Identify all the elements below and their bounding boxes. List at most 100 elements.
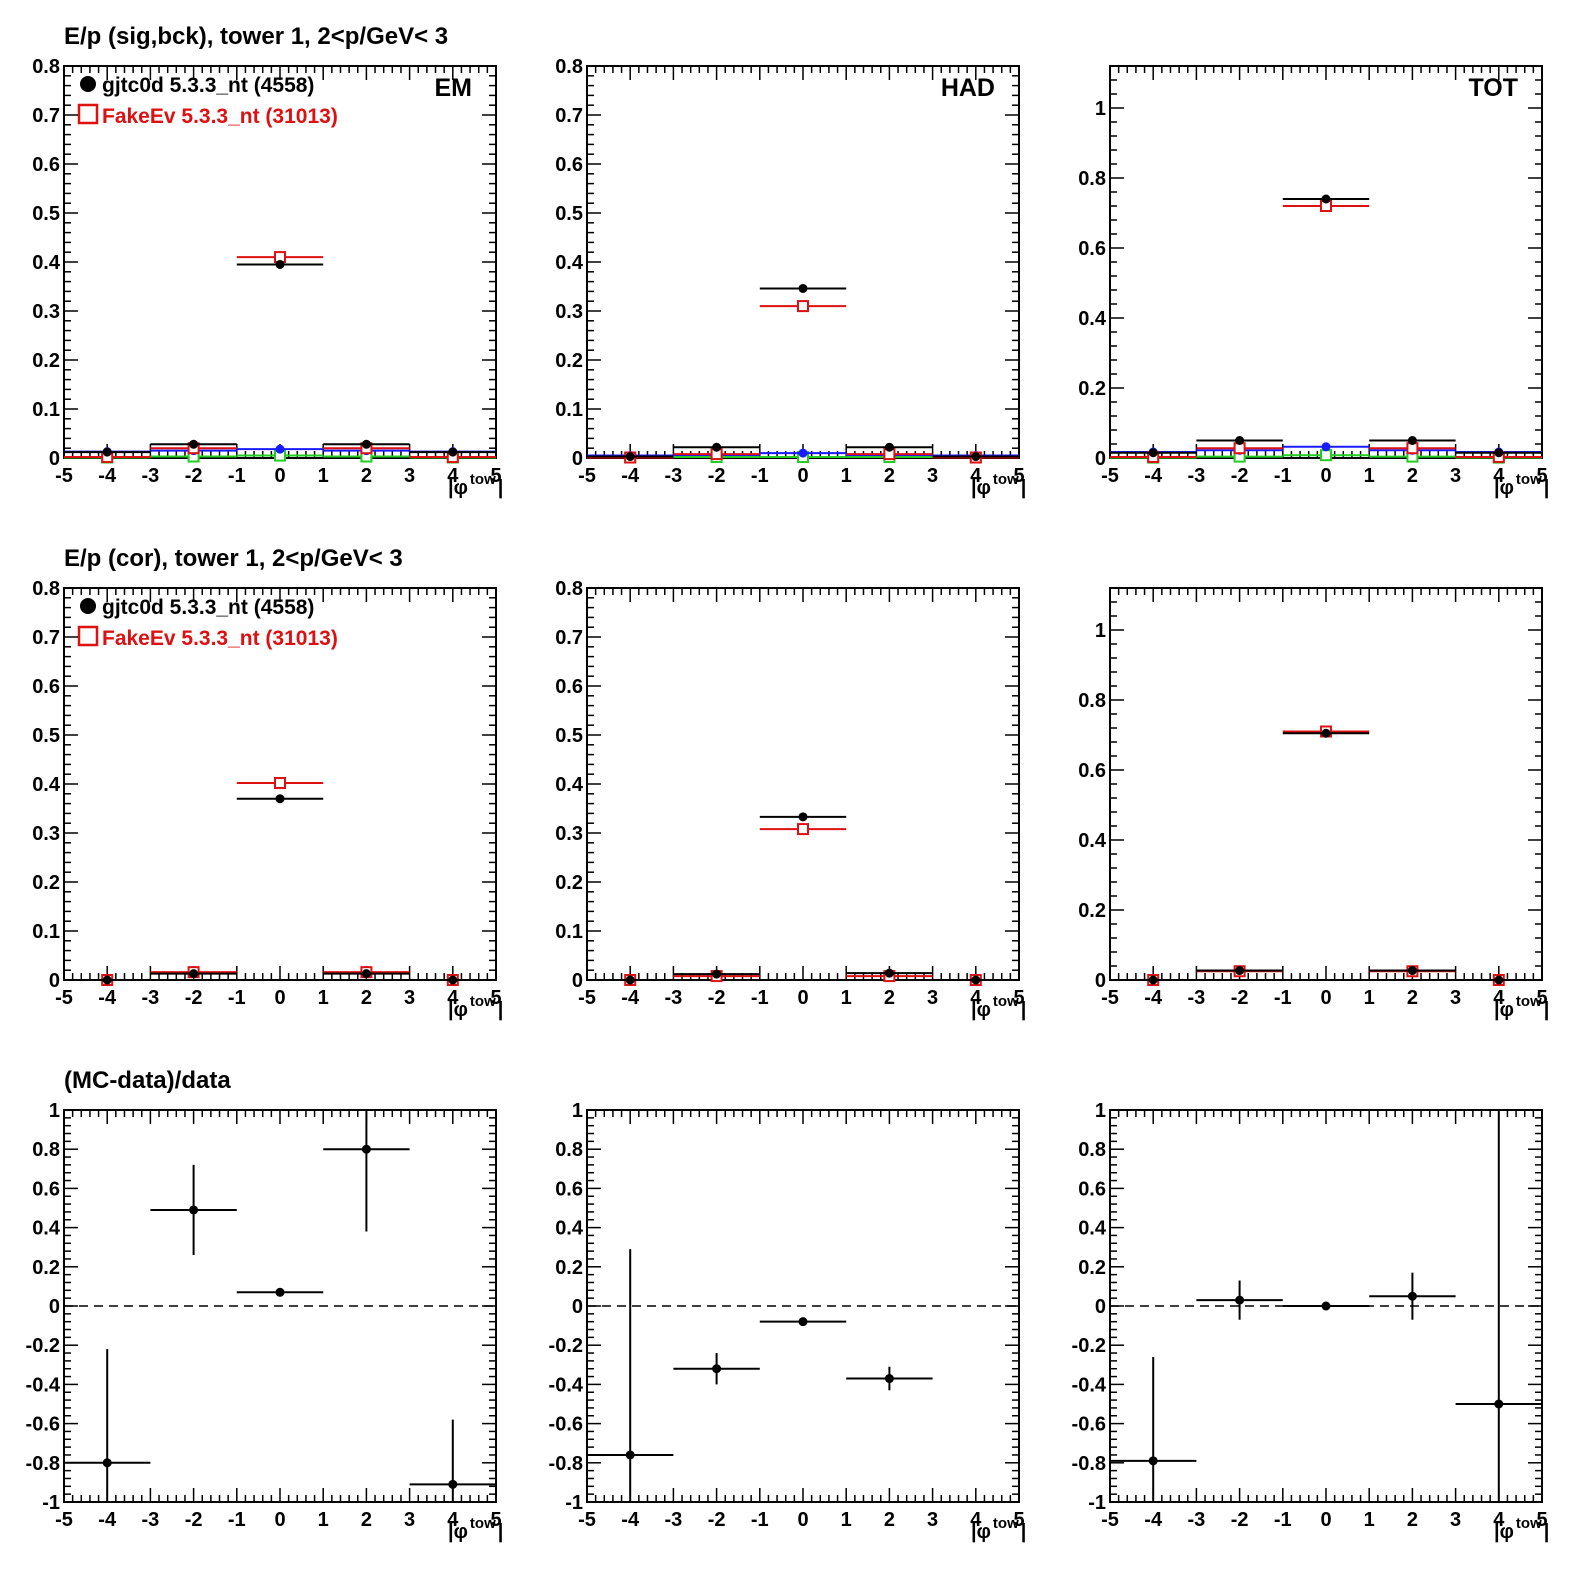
legend-cor: gjtc0d 5.3.3_nt (4558) FakeEv 5.3.3_nt (… [77,596,338,650]
x-axis-title: |φ tow | [448,993,503,1021]
y-tick-label: -0.4 [549,1374,584,1396]
y-tick-label: 0.2 [1078,378,1106,400]
x-tick-label: 3 [927,465,938,487]
panel-label: TOT [1468,74,1518,102]
data-point-dot [275,259,285,269]
data-point-dot [448,975,458,985]
x-tick-label: -4 [98,1509,117,1531]
x-tick-label: -5 [55,1509,73,1531]
y-tick-label: 0 [49,448,60,470]
y-tick-label: 0.8 [32,578,60,600]
y-tick-label: 0.2 [555,872,583,894]
y-tick-label: 0.6 [32,676,60,698]
y-tick-label: 0.1 [555,399,583,421]
x-tick-label: -2 [708,1509,726,1531]
legend-data-marker [80,598,96,614]
data-point-square [1320,449,1332,462]
x-tick-label: -4 [98,987,117,1009]
x-tick-label: 5 [490,987,501,1009]
x-tick-label: 2 [361,987,372,1009]
x-tick-label: -4 [1144,465,1163,487]
x-tick-label: 4 [970,987,982,1009]
y-tick-label: 0.4 [32,1218,61,1240]
legend-mc-marker [77,625,99,647]
y-tick-label: 0.4 [32,252,61,274]
x-tick-label: 2 [884,987,895,1009]
data-point-dot [1407,966,1417,976]
y-tick-label: -0.6 [1072,1414,1106,1436]
data-point-dot [1494,448,1504,458]
y-tick-label: 0.8 [555,1139,583,1161]
y-tick-label: 0.7 [555,627,583,649]
y-tick-label: 1 [49,1100,60,1122]
x-tick-label: -1 [751,465,769,487]
data-series [64,259,496,457]
y-tick-label: 0.2 [32,872,60,894]
x-axis-title: |φ tow | [448,1515,503,1543]
chart-panel: -5 -4 -3 -2 -1 0 1 2 3 4 5 0 0.2 0.4 0.6 0.8 1 |φ tow | [1078,587,1549,1021]
x-tick-label: -4 [1144,1509,1163,1531]
y-tick-label: 0.4 [555,774,584,796]
y-tick-label: 0.2 [555,350,583,372]
y-tick-label: 0.7 [32,627,60,649]
data-point-dot [361,1144,371,1154]
x-tick-label: 5 [1536,1509,1547,1531]
x-axis-title: |φ tow | [1494,1515,1549,1543]
x-tick-label: -1 [751,987,769,1009]
y-tick-label: 0.8 [1078,168,1106,190]
y-tick-label: 0.8 [32,1139,60,1161]
data-point-dot [971,452,981,462]
x-tick-label: -2 [185,987,203,1009]
x-tick-label: 2 [361,1509,372,1531]
x-tick-label: -5 [1101,465,1119,487]
y-tick-label: -0.4 [1072,1374,1107,1396]
data-point-dot [712,969,722,979]
chart-panel: -5 -4 -3 -2 -1 0 1 2 3 4 5 -1 -0.8 -0.6 -0.4 -0.2 0 0.2 0.… [1072,1100,1550,1543]
x-axis-title: |φ tow | [971,993,1026,1021]
chart-panel: -5 -4 -3 -2 -1 0 1 2 3 4 5 0 0.1 0.2 0.3 0.4 0.5 0.6 0.7 0.… [555,578,1026,1021]
y-tick-label: 0.3 [32,823,60,845]
chart-panel: -5 -4 -3 -2 -1 0 1 2 3 4 5 0 0.2 0.4 0.6 0.8 1 |φ tow | TOT [1078,65,1549,499]
row-title-mc-data-ratio: (MC-data)/data [64,1067,231,1094]
data-point-dot [1407,1291,1417,1301]
data-point-square [797,823,809,836]
x-tick-label: -4 [98,465,117,487]
x-tick-label: 5 [1013,1509,1024,1531]
chart-panel: -5 -4 -3 -2 -1 0 1 2 3 4 5 -1 -0.8 -0.6 -0.4 -0.2 0 0.2 0.… [26,1100,504,1543]
x-tick-label: -3 [1188,987,1206,1009]
x-axis-title: |φ tow | [448,471,503,499]
data-series [587,1249,933,1502]
y-tick-label: 0.4 [1078,1218,1107,1240]
data-point-dot [1235,1295,1245,1305]
y-tick-label: -0.8 [1072,1453,1106,1475]
x-tick-label: 1 [841,1509,852,1531]
data-point-dot [275,794,285,804]
x-tick-label: -1 [228,465,246,487]
x-tick-label: 2 [884,1509,895,1531]
y-tick-label: 0.7 [555,105,583,127]
legend-mc-label: FakeEv 5.3.3_nt (31013) [102,627,338,650]
x-tick-label: -5 [55,987,73,1009]
x-tick-label: 3 [1450,465,1461,487]
x-tick-label: -1 [1274,987,1292,1009]
x-tick-label: 3 [927,1509,938,1531]
y-tick-label: 0.2 [32,350,60,372]
data-series [587,283,1019,462]
data-point-dot [712,442,722,452]
x-tick-label: 1 [318,1509,329,1531]
data-point-dot [798,812,808,822]
y-tick-label: 0.2 [32,1257,60,1279]
x-tick-label: -2 [1231,987,1249,1009]
x-tick-label: -4 [621,987,640,1009]
x-tick-label: -4 [621,1509,640,1531]
x-tick-label: -2 [708,987,726,1009]
data-point-dot [1494,975,1504,985]
y-tick-label: 0.6 [1078,1178,1106,1200]
chart-panel: -5 -4 -3 -2 -1 0 1 2 3 4 5 -1 -0.8 -0.6 -0.4 -0.2 0 0.2 0.… [549,1100,1027,1543]
data-point-dot [448,447,458,457]
x-tick-label: 2 [361,465,372,487]
data-point-dot [884,968,894,978]
x-tick-label: 2 [1407,1509,1418,1531]
y-tick-label: 0 [572,448,583,470]
